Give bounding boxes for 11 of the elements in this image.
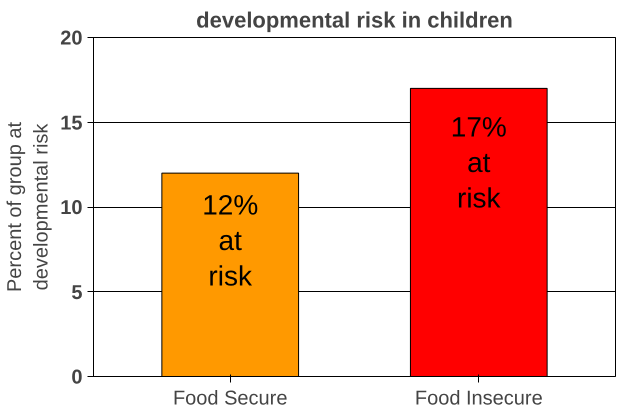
y-tick-label: 10 xyxy=(60,197,83,219)
x-tick-label: Food Insecure xyxy=(414,388,543,410)
y-tick-label: 15 xyxy=(60,112,83,134)
y-tick-label: 5 xyxy=(71,282,82,304)
y-tick-label: 20 xyxy=(60,28,83,50)
y-axis-title: Percent of group at developmental risk xyxy=(4,122,52,292)
x-tick-label: Food Secure xyxy=(172,388,288,410)
data-label: 17% at risk xyxy=(450,111,507,214)
chart-title: developmental risk in children xyxy=(196,8,513,32)
data-label: 12% at risk xyxy=(202,189,258,292)
y-tick-label: 0 xyxy=(71,366,82,388)
